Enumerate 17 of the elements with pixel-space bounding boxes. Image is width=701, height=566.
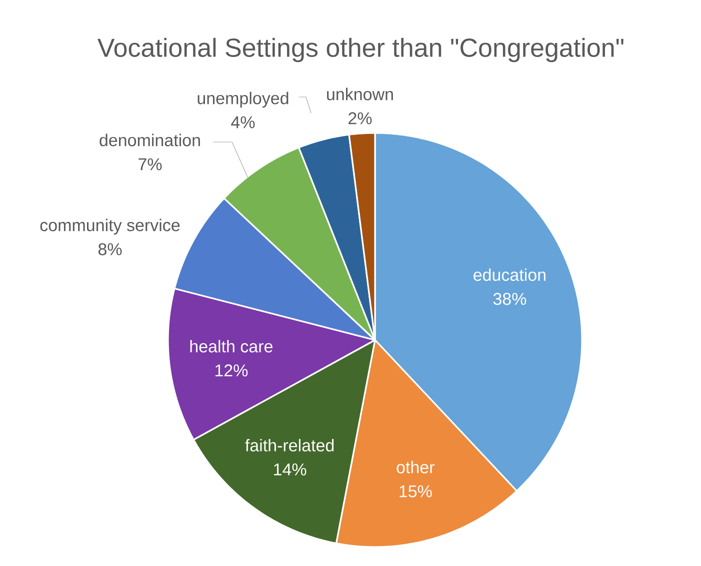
- slice-label: health care: [190, 340, 272, 352]
- data-label: 14%: [274, 464, 306, 476]
- data-label: 38%: [493, 292, 526, 305]
- data-label: 12%: [215, 364, 248, 376]
- slice-label: unemployed: [198, 92, 288, 108]
- slice-label: unknown: [327, 88, 393, 100]
- slice-label: community service: [40, 218, 180, 235]
- slice-label: other: [396, 460, 434, 474]
- data-label: 2%: [348, 112, 372, 124]
- slice-label: denomination: [100, 134, 200, 146]
- data-label: 15%: [400, 485, 432, 498]
- data-label: 4%: [231, 116, 255, 128]
- data-label: 7%: [138, 158, 162, 170]
- data-label: 8%: [98, 243, 122, 256]
- chart-title: Vocational Settings other than "Congregation": [97, 38, 624, 62]
- slice-label: faith-related: [245, 439, 334, 452]
- slice-label: education: [474, 268, 546, 281]
